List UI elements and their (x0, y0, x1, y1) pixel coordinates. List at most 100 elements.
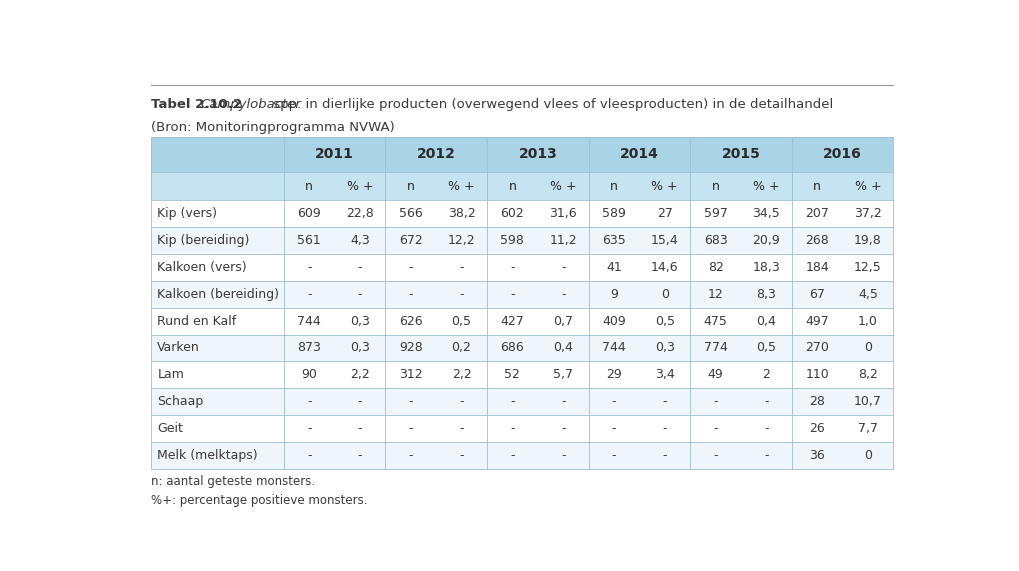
Bar (151, 415, 894, 442)
Text: 609: 609 (298, 207, 321, 220)
Text: 12,2: 12,2 (447, 234, 476, 247)
Text: 18,3: 18,3 (752, 261, 781, 274)
Text: Varken: Varken (157, 341, 200, 355)
Bar (151, 227, 894, 254)
Text: 602: 602 (500, 207, 524, 220)
Text: -: - (511, 288, 515, 301)
Text: n: n (508, 180, 517, 192)
Text: 312: 312 (399, 368, 423, 381)
Bar (151, 136, 894, 172)
Text: 12: 12 (708, 288, 723, 301)
Text: (Bron: Monitoringprogramma NVWA): (Bron: Monitoringprogramma NVWA) (151, 121, 394, 134)
Text: 110: 110 (805, 368, 829, 381)
Text: 52: 52 (504, 368, 521, 381)
Text: 589: 589 (602, 207, 626, 220)
Bar (151, 335, 894, 361)
Text: -: - (409, 395, 413, 408)
Text: 184: 184 (805, 261, 829, 274)
Text: 38,2: 38,2 (447, 207, 476, 220)
Text: 626: 626 (399, 315, 423, 328)
Text: spp. in dierlijke producten (overwegend vlees of vleesproducten) in de detailhan: spp. in dierlijke producten (overwegend … (269, 98, 833, 111)
Text: 27: 27 (657, 207, 673, 220)
Text: 683: 683 (704, 234, 728, 247)
Text: -: - (713, 422, 717, 435)
Text: 1,0: 1,0 (858, 315, 878, 328)
Text: 566: 566 (398, 207, 423, 220)
Text: -: - (662, 449, 667, 462)
Text: 2015: 2015 (721, 147, 760, 161)
Text: Kalkoen (vers): Kalkoen (vers) (157, 261, 247, 274)
Text: -: - (409, 449, 413, 462)
Text: -: - (358, 422, 362, 435)
Text: 67: 67 (809, 288, 825, 301)
Text: 2011: 2011 (315, 147, 354, 161)
Text: 8,2: 8,2 (858, 368, 878, 381)
Text: 744: 744 (602, 341, 626, 355)
Text: Geit: Geit (157, 422, 183, 435)
Text: 82: 82 (707, 261, 723, 274)
Text: n: n (610, 180, 618, 192)
Text: 928: 928 (398, 341, 423, 355)
Text: -: - (460, 288, 464, 301)
Text: % +: % + (753, 180, 780, 192)
Text: -: - (409, 261, 413, 274)
Text: 0,3: 0,3 (350, 341, 370, 355)
Text: 0,5: 0,5 (756, 341, 776, 355)
Text: 19,8: 19,8 (854, 234, 881, 247)
Text: 268: 268 (805, 234, 829, 247)
Text: -: - (511, 422, 515, 435)
Text: 2012: 2012 (417, 147, 455, 161)
Text: % +: % + (855, 180, 881, 192)
Text: 4,3: 4,3 (351, 234, 370, 247)
Text: 2016: 2016 (823, 147, 862, 161)
Bar (151, 308, 894, 335)
Text: 2,2: 2,2 (351, 368, 370, 381)
Text: Lam: Lam (157, 368, 184, 381)
Text: 2013: 2013 (519, 147, 557, 161)
Text: 0: 0 (660, 288, 668, 301)
Text: 0,4: 0,4 (756, 315, 776, 328)
Text: 598: 598 (500, 234, 525, 247)
Text: -: - (764, 449, 768, 462)
Text: -: - (713, 395, 717, 408)
Text: 497: 497 (805, 315, 829, 328)
Bar (151, 388, 894, 415)
Text: Rund en Kalf: Rund en Kalf (157, 315, 236, 328)
Text: 7,7: 7,7 (858, 422, 878, 435)
Text: 11,2: 11,2 (549, 234, 577, 247)
Text: 0,4: 0,4 (553, 341, 573, 355)
Bar (151, 172, 894, 200)
Text: 2: 2 (762, 368, 770, 381)
Text: % +: % + (550, 180, 577, 192)
Text: 0,5: 0,5 (655, 315, 675, 328)
Text: -: - (460, 261, 464, 274)
Text: 5,7: 5,7 (553, 368, 573, 381)
Text: 0,7: 0,7 (553, 315, 573, 328)
Text: %+: percentage positieve monsters.: %+: percentage positieve monsters. (151, 494, 368, 506)
Bar (151, 200, 894, 227)
Text: 774: 774 (704, 341, 728, 355)
Text: -: - (307, 261, 312, 274)
Text: -: - (307, 395, 312, 408)
Text: -: - (560, 395, 566, 408)
Text: 0,3: 0,3 (350, 315, 370, 328)
Text: Kip (vers): Kip (vers) (157, 207, 217, 220)
Text: 409: 409 (602, 315, 626, 328)
Text: Tabel 2.10.2: Tabel 2.10.2 (151, 98, 247, 111)
Text: 26: 26 (809, 422, 825, 435)
Text: Schaap: Schaap (157, 395, 204, 408)
Text: -: - (560, 261, 566, 274)
Text: 9: 9 (610, 288, 618, 301)
Text: 672: 672 (398, 234, 423, 247)
Text: 635: 635 (602, 234, 626, 247)
Text: -: - (611, 395, 616, 408)
Bar (151, 281, 894, 308)
Text: -: - (358, 261, 362, 274)
Text: n: n (813, 180, 821, 192)
Text: 49: 49 (708, 368, 723, 381)
Bar (151, 254, 894, 281)
Text: 597: 597 (704, 207, 728, 220)
Text: 427: 427 (500, 315, 524, 328)
Text: 744: 744 (298, 315, 321, 328)
Text: 41: 41 (606, 261, 622, 274)
